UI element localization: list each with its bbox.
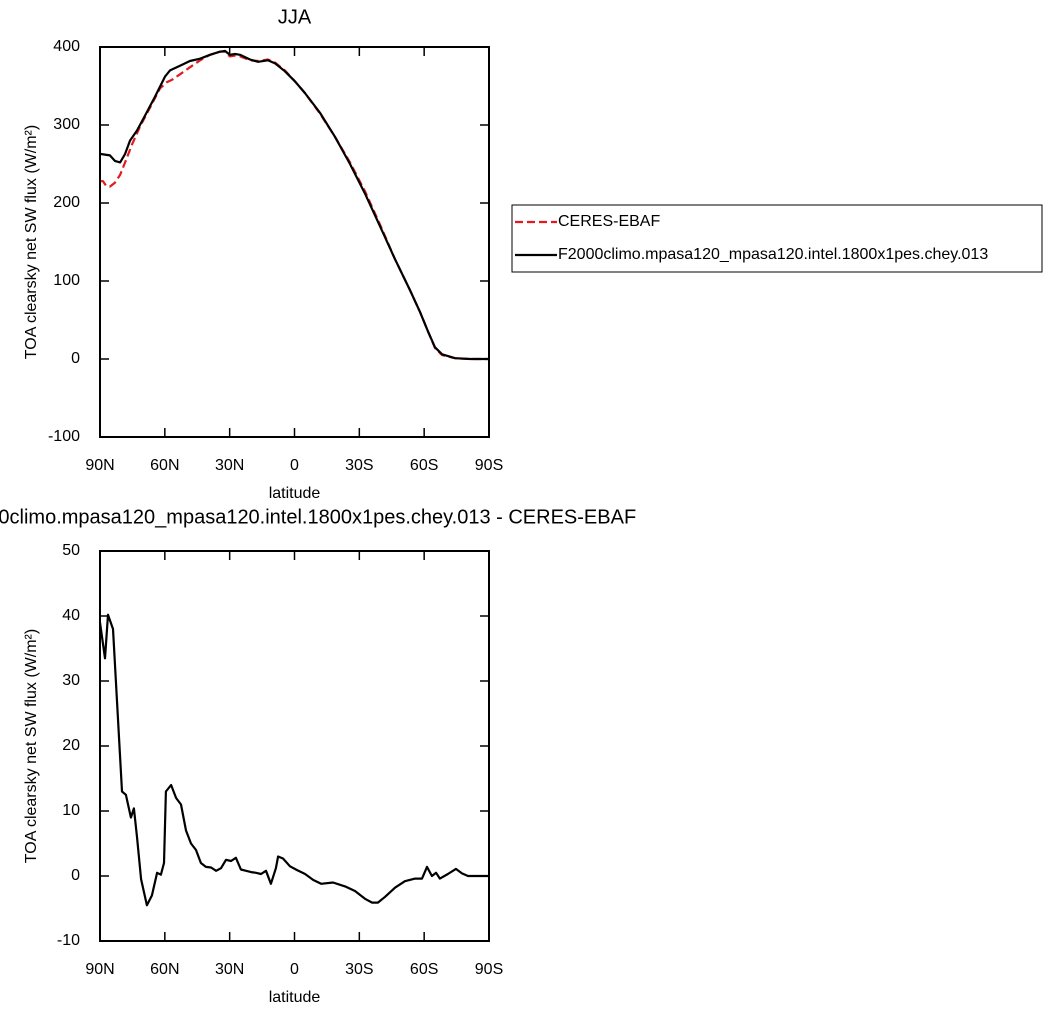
x-tick-label: 90S <box>475 961 503 978</box>
y-tick-label: 30 <box>62 672 80 689</box>
plot-frame <box>99 46 490 438</box>
x-tick-label: 30N <box>215 961 244 978</box>
x-tick-label: 90N <box>85 457 114 474</box>
chart-title: JJA <box>278 6 312 28</box>
data-line <box>99 49 489 361</box>
y-tick-label: 0 <box>71 867 80 884</box>
y-tick-label: -100 <box>48 428 80 445</box>
y-tick-label: 300 <box>53 116 80 133</box>
y-tick-label: 0 <box>71 350 80 367</box>
chart-title: F2000climo.mpasa120_mpasa120.intel.1800x… <box>0 506 636 528</box>
legend-label: CERES-EBAF <box>558 213 660 230</box>
y-tick-label: 10 <box>62 802 80 819</box>
x-tick-label: 0 <box>290 961 299 978</box>
x-tick-label: 90S <box>475 457 503 474</box>
data-line <box>100 50 489 361</box>
legend-label: F2000climo.mpasa120_mpasa120.intel.1800x… <box>558 246 988 263</box>
x-tick-label: 30S <box>345 457 373 474</box>
x-axis-label: latitude <box>269 989 321 1006</box>
y-tick-label: 40 <box>62 607 80 624</box>
y-tick-label: 50 <box>62 542 80 559</box>
y-axis-label: TOA clearsky net SW flux (W/m²) <box>23 629 40 863</box>
x-tick-label: 60N <box>150 961 179 978</box>
legend-box <box>511 204 1043 273</box>
y-tick-label: 400 <box>53 38 80 55</box>
x-tick-label: 30N <box>215 457 244 474</box>
y-tick-label: 20 <box>62 737 80 754</box>
y-tick-label: 100 <box>53 272 80 289</box>
x-tick-label: 60S <box>410 961 438 978</box>
y-tick-label: 200 <box>53 194 80 211</box>
y-axis-label: TOA clearsky net SW flux (W/m²) <box>23 125 40 359</box>
y-tick-label: -10 <box>57 932 80 949</box>
x-tick-label: 60N <box>150 457 179 474</box>
x-tick-label: 30S <box>345 961 373 978</box>
x-tick-label: 90N <box>85 961 114 978</box>
data-line <box>98 613 489 907</box>
x-axis-label: latitude <box>269 485 321 502</box>
x-tick-label: 0 <box>290 457 299 474</box>
plot-frame <box>99 550 490 942</box>
x-tick-label: 60S <box>410 457 438 474</box>
